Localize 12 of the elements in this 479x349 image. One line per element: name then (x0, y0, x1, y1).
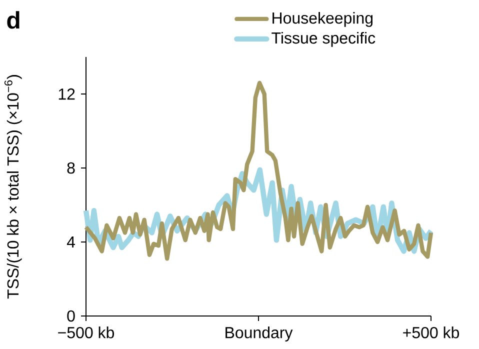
y-tick-label: 12 (58, 88, 75, 100)
y-axis-title: TSS/(10 kb × total TSS) (×10$^{−6}$) (4, 75, 22, 299)
x-tick-label: +500 kb (403, 326, 460, 338)
y-tick-label: 8 (67, 162, 75, 174)
y-tick-label: 4 (66, 236, 76, 248)
x-tick-label: Boundary (226, 326, 293, 342)
legend-label: Tissue specific (272, 32, 376, 47)
line-series (84, 80, 434, 261)
x-tick-label: −500 kb (58, 326, 114, 338)
y-tick-label: 0 (67, 310, 75, 322)
chart-title: d (7, 11, 20, 29)
legend-label: Housekeeping (272, 12, 373, 27)
